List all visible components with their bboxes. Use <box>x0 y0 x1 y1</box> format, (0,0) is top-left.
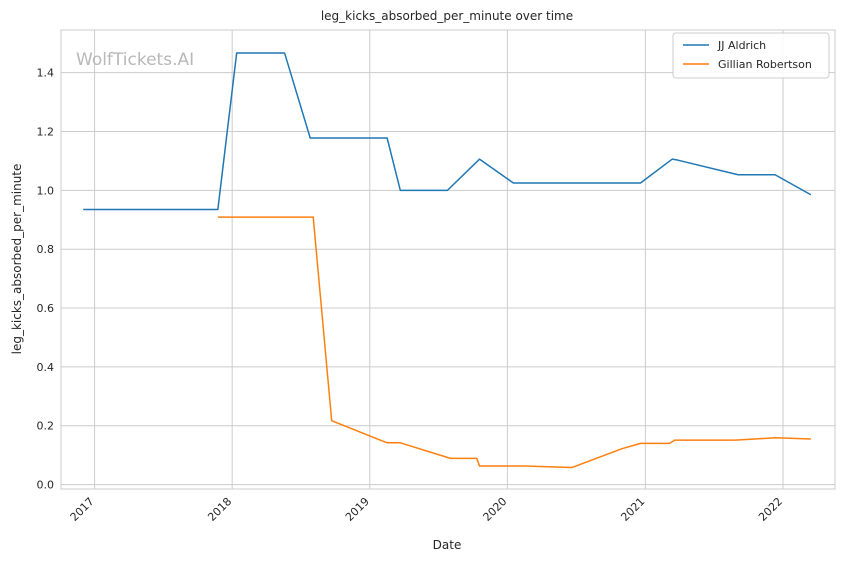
series-line-1 <box>83 52 812 211</box>
y-tick-label: 0.6 <box>37 302 55 315</box>
y-tick-label: 1.0 <box>37 184 55 197</box>
legend: JJ Aldrich Gillian Robertson <box>672 32 830 79</box>
x-tick-label: 2018 <box>205 495 234 524</box>
legend-label: Gillian Robertson <box>718 58 812 71</box>
y-tick-label: 0.4 <box>37 361 55 374</box>
y-tick-label: 0.0 <box>37 479 55 492</box>
legend-label: JJ Aldrich <box>717 39 766 52</box>
y-tick-label: 0.2 <box>37 420 55 433</box>
y-axis-ticks: 0.0 0.2 0.4 0.6 0.8 1.0 1.2 1.4 <box>37 67 55 492</box>
y-tick-label: 1.4 <box>37 67 55 80</box>
chart-title: leg_kicks_absorbed_per_minute over time <box>321 9 573 23</box>
y-tick-label: 0.8 <box>37 243 55 256</box>
x-axis-label: Date <box>433 538 462 552</box>
plot-frame <box>60 29 836 490</box>
x-tick-label: 2020 <box>481 495 510 524</box>
x-tick-label: 2019 <box>343 495 372 524</box>
watermark: WolfTickets.AI <box>76 50 194 70</box>
gridlines <box>61 30 835 489</box>
x-tick-label: 2022 <box>756 495 785 524</box>
y-tick-label: 1.2 <box>37 126 55 139</box>
y-axis-label: leg_kicks_absorbed_per_minute <box>10 164 24 355</box>
series-lines <box>83 52 812 469</box>
series-line-2 <box>217 216 811 469</box>
x-tick-label: 2021 <box>618 495 647 524</box>
x-axis-ticks: 2017 2018 2019 2020 2021 2022 <box>68 495 785 524</box>
legend-box <box>672 32 830 79</box>
x-tick-label: 2017 <box>68 495 97 524</box>
